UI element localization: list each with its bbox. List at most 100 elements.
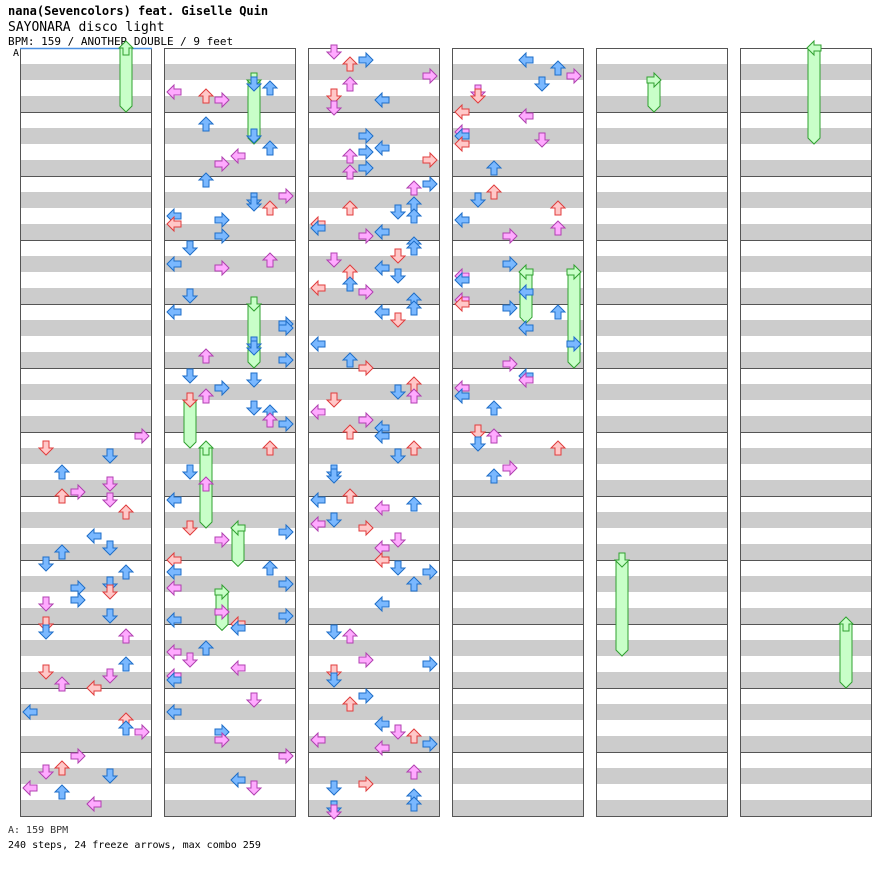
- beat-stripe: [596, 224, 728, 240]
- beat-stripe: [596, 352, 728, 368]
- step-arrow: [374, 595, 390, 613]
- chart-column: [308, 48, 440, 817]
- beat-stripe: [308, 256, 440, 272]
- beat-stripe: [20, 704, 152, 720]
- step-arrow: [166, 255, 182, 273]
- step-arrow: [70, 591, 86, 609]
- step-arrow: [389, 268, 407, 284]
- freeze-arrow: [613, 552, 631, 657]
- step-arrow: [389, 312, 407, 328]
- beat-stripe: [740, 416, 872, 432]
- step-arrow: [502, 255, 518, 273]
- beat-stripe: [596, 384, 728, 400]
- beat-stripe: [20, 736, 152, 752]
- beat-stripe: [740, 672, 872, 688]
- beat-stripe: [20, 640, 152, 656]
- beat-stripe: [740, 384, 872, 400]
- beat-stripe: [20, 320, 152, 336]
- step-arrow: [245, 340, 263, 356]
- step-arrow: [325, 88, 343, 104]
- beat-stripe: [20, 160, 152, 176]
- step-arrow: [549, 220, 567, 236]
- beat-stripe: [308, 704, 440, 720]
- beat-stripe: [596, 672, 728, 688]
- step-arrow: [374, 551, 390, 569]
- step-arrow: [86, 527, 102, 545]
- column-border: [740, 48, 872, 817]
- beat-stripe: [452, 64, 584, 80]
- step-arrow: [325, 512, 343, 528]
- beat-stripe: [740, 192, 872, 208]
- step-arrow: [405, 300, 423, 316]
- step-arrow: [502, 299, 518, 317]
- step-arrow: [245, 128, 263, 144]
- step-arrow: [37, 624, 55, 640]
- beat-stripe: [308, 288, 440, 304]
- step-arrow: [374, 427, 390, 445]
- beat-stripe: [308, 544, 440, 560]
- beat-stripe: [596, 544, 728, 560]
- step-arrow: [389, 532, 407, 548]
- step-arrow: [101, 492, 119, 508]
- step-arrow: [405, 796, 423, 812]
- beat-stripe: [452, 160, 584, 176]
- step-arrow: [389, 204, 407, 220]
- step-arrow: [325, 804, 343, 820]
- step-arrow: [405, 440, 423, 456]
- beat-stripe: [20, 480, 152, 496]
- step-arrow: [117, 720, 135, 736]
- beat-stripe: [452, 192, 584, 208]
- step-arrow: [469, 192, 487, 208]
- beat-stripe: [164, 672, 296, 688]
- beat-stripe: [20, 448, 152, 464]
- step-arrow: [310, 335, 326, 353]
- freeze-body: [807, 47, 821, 145]
- step-arrow: [341, 56, 359, 72]
- freeze-head: [518, 263, 534, 281]
- step-arrow: [261, 140, 279, 156]
- beat-stripe: [308, 608, 440, 624]
- step-arrow: [37, 664, 55, 680]
- step-arrow: [197, 348, 215, 364]
- freeze-arrow: [117, 40, 135, 113]
- beat-stripe: [596, 160, 728, 176]
- step-arrow: [405, 576, 423, 592]
- beat-stripe: [740, 544, 872, 560]
- beat-stripe: [452, 416, 584, 432]
- step-arrow: [389, 248, 407, 264]
- beat-stripe: [20, 352, 152, 368]
- chart-column: [20, 48, 152, 817]
- step-arrow: [533, 76, 551, 92]
- beat-stripe: [20, 192, 152, 208]
- step-arrow: [166, 83, 182, 101]
- step-arrow: [549, 304, 567, 320]
- step-arrow: [454, 271, 470, 289]
- beat-stripe: [164, 128, 296, 144]
- freeze-body: [247, 303, 261, 369]
- beat-stripe: [164, 448, 296, 464]
- step-arrow: [374, 139, 390, 157]
- column-border: [308, 48, 440, 817]
- step-arrow: [53, 464, 71, 480]
- step-arrow: [549, 200, 567, 216]
- step-arrow: [566, 335, 582, 353]
- step-arrow: [214, 531, 230, 549]
- step-arrow: [166, 611, 182, 629]
- step-arrow: [358, 127, 374, 145]
- freeze-head: [646, 71, 662, 89]
- step-arrow: [117, 656, 135, 672]
- beat-stripe: [596, 192, 728, 208]
- beat-stripe: [164, 512, 296, 528]
- beat-stripe: [452, 544, 584, 560]
- step-arrow: [533, 132, 551, 148]
- step-arrow: [214, 91, 230, 109]
- freeze-arrow: [837, 616, 855, 689]
- beat-stripe: [164, 608, 296, 624]
- step-arrow: [341, 200, 359, 216]
- step-arrow: [245, 76, 263, 92]
- beat-stripe: [740, 96, 872, 112]
- step-arrow: [197, 476, 215, 492]
- step-arrow: [502, 459, 518, 477]
- step-arrow: [325, 392, 343, 408]
- step-arrow: [261, 252, 279, 268]
